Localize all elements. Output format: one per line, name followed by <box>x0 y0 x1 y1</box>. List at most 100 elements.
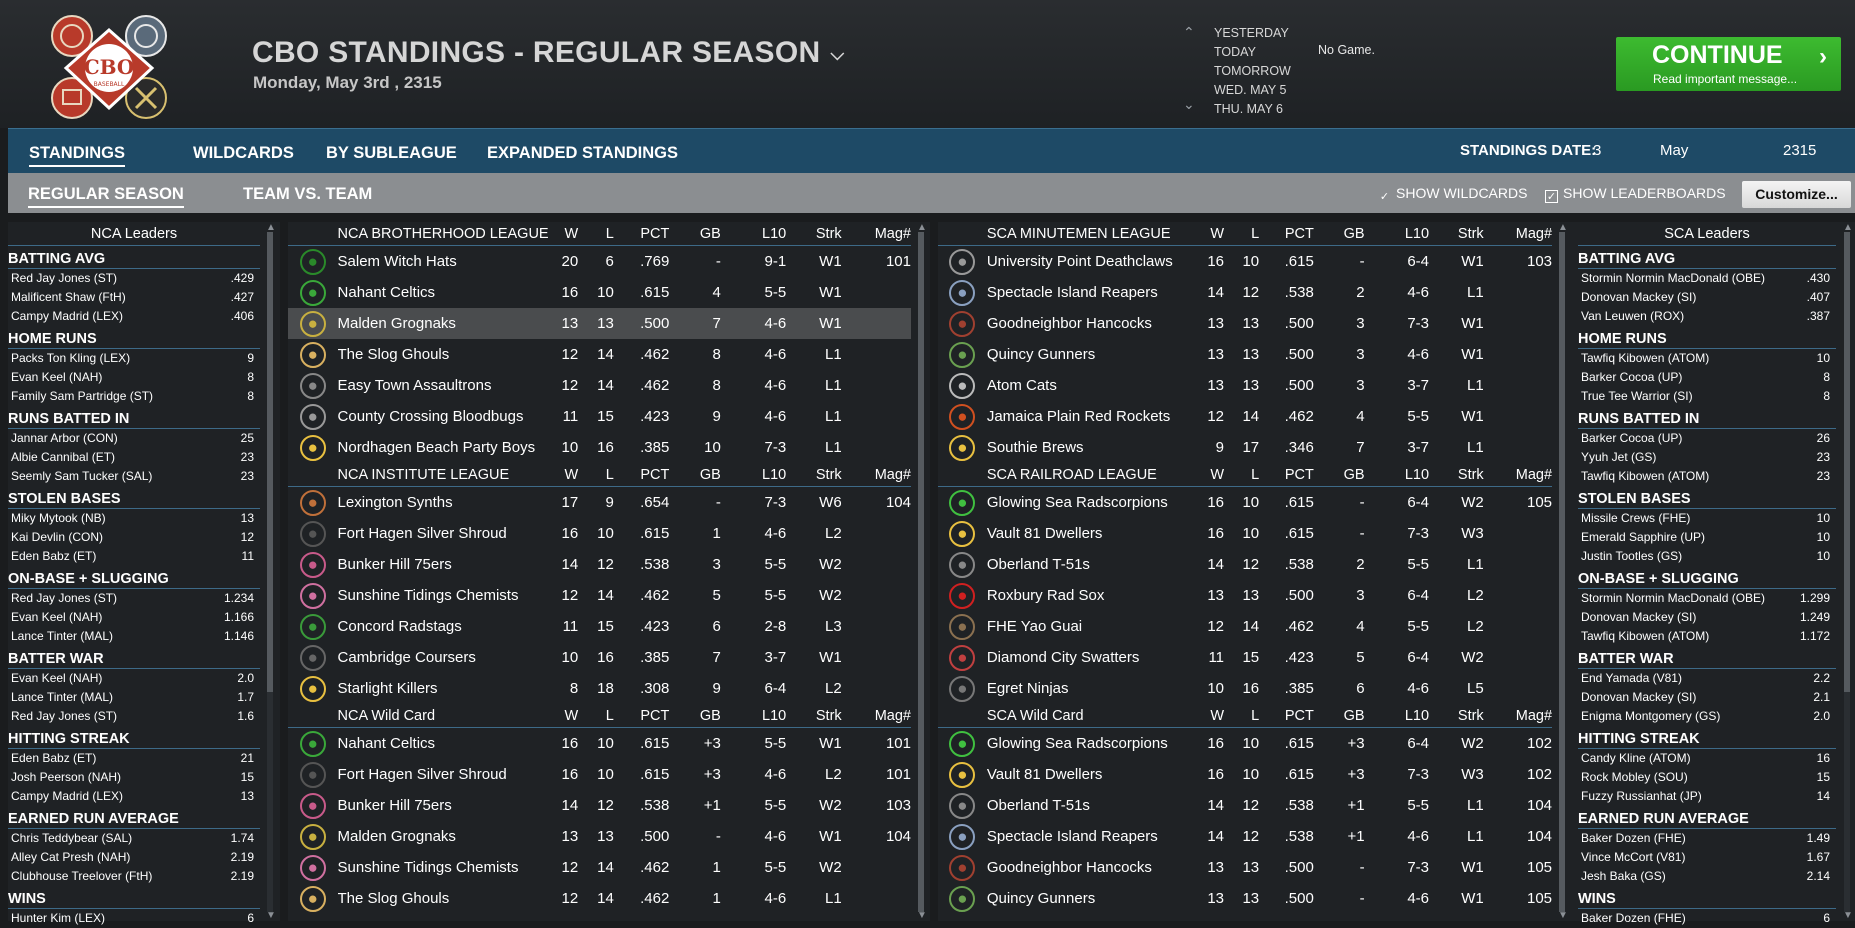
team-row[interactable]: ● Southie Brews 9 17 .346 7 3-7 L1 <box>938 432 1552 463</box>
team-name[interactable]: Jamaica Plain Red Rockets <box>986 408 1171 425</box>
col-w[interactable]: W <box>564 225 579 242</box>
standings-date-year[interactable]: 2315 <box>1783 142 1817 159</box>
leader-player[interactable]: Miky Mytook (NB) <box>11 511 106 525</box>
leader-row[interactable]: Tawfiq Kibowen (ATOM) 10 <box>1578 349 1836 368</box>
col-l[interactable]: L <box>605 225 614 242</box>
standings-date-month[interactable]: May <box>1660 142 1689 159</box>
team-row[interactable]: ● Bunker Hill 75ers 14 12 .538 3 5-5 W2 <box>288 549 911 580</box>
team-row[interactable]: ● Goodneighbor Hancocks 13 13 .500 3 7-3… <box>938 308 1552 339</box>
leader-player[interactable]: Eden Babz (ET) <box>11 751 97 765</box>
leader-player[interactable]: Evan Keel (NAH) <box>11 370 103 384</box>
leader-row[interactable]: Hunter Kim (LEX) 6 <box>8 909 260 928</box>
leader-row[interactable]: Eden Babz (ET) 11 <box>8 547 260 566</box>
col-pct[interactable]: PCT <box>640 466 670 483</box>
col-pct[interactable]: PCT <box>1284 707 1314 724</box>
leader-row[interactable]: Donovan Mackey (SI) .407 <box>1578 288 1836 307</box>
team-name[interactable]: University Point Deathclaws <box>986 253 1173 270</box>
team-name[interactable]: Nahant Celtics <box>337 284 436 301</box>
col-gb[interactable]: GB <box>1343 225 1365 242</box>
leader-player[interactable]: Hunter Kim (LEX) <box>11 911 106 925</box>
leader-row[interactable]: Justin Tootles (GS) 10 <box>1578 547 1836 566</box>
team-row[interactable]: ● Diamond City Swatters 11 15 .423 5 6-4… <box>938 642 1552 673</box>
leader-player[interactable]: Clubhouse Treelover (FtH) <box>11 869 153 883</box>
leader-player[interactable]: Vince McCort (V81) <box>1581 850 1686 864</box>
leader-row[interactable]: Josh Peerson (NAH) 15 <box>8 768 260 787</box>
team-name[interactable]: Fort Hagen Silver Shroud <box>337 766 507 783</box>
leader-player[interactable]: Enigma Montgomery (GS) <box>1581 709 1721 723</box>
leader-player[interactable]: Missile Crews (FHE) <box>1581 511 1691 525</box>
leader-player[interactable]: Malificent Shaw (FtH) <box>11 290 126 304</box>
scroll-thumb[interactable] <box>918 232 924 912</box>
team-name[interactable]: Egret Ninjas <box>986 680 1069 697</box>
leader-row[interactable]: Candy Kline (ATOM) 16 <box>1578 749 1836 768</box>
col-gb[interactable]: GB <box>699 466 721 483</box>
leader-row[interactable]: Evan Keel (NAH) 8 <box>8 368 260 387</box>
leader-player[interactable]: Packs Ton Kling (LEX) <box>11 351 131 365</box>
team-name[interactable]: Oberland T-51s <box>986 797 1090 814</box>
team-name[interactable]: Quincy Gunners <box>986 346 1096 363</box>
leader-player[interactable]: Red Jay Jones (ST) <box>11 591 118 605</box>
leader-row[interactable]: Vince McCort (V81) 1.67 <box>1578 848 1836 867</box>
team-row[interactable]: ● Sunshine Tidings Chemists 12 14 .462 1… <box>288 852 911 883</box>
leader-player[interactable]: Evan Keel (NAH) <box>11 610 103 624</box>
show-leaderboards-checkbox[interactable]: ✓ SHOW LEADERBOARDS <box>1545 185 1726 203</box>
leader-player[interactable]: Baker Dozen (FHE) <box>1581 911 1686 925</box>
team-name[interactable]: Glowing Sea Radscorpions <box>986 494 1168 511</box>
leader-player[interactable]: Tawfiq Kibowen (ATOM) <box>1581 469 1710 483</box>
team-name[interactable]: Spectacle Island Reapers <box>986 828 1158 845</box>
page-title[interactable]: CBO STANDINGS - REGULAR SEASON ⌵ <box>252 36 844 70</box>
team-row[interactable]: ● Cambridge Coursers 10 16 .385 7 3-7 W1 <box>288 642 911 673</box>
leader-row[interactable]: Albie Cannibal (ET) 23 <box>8 448 260 467</box>
col-w[interactable]: W <box>1210 225 1225 242</box>
team-row[interactable]: ● Spectacle Island Reapers 14 12 .538 2 … <box>938 277 1552 308</box>
leader-player[interactable]: Yyuh Jet (GS) <box>1581 450 1657 464</box>
sca-leaders-scrollbar[interactable] <box>1844 232 1850 912</box>
team-name[interactable]: Salem Witch Hats <box>337 253 457 270</box>
leader-row[interactable]: Lance Tinter (MAL) 1.146 <box>8 627 260 646</box>
team-row[interactable]: ● FHE Yao Guai 12 14 .462 4 5-5 L2 <box>938 611 1552 642</box>
team-name[interactable]: Easy Town Assaultrons <box>337 377 492 394</box>
team-row[interactable]: ● The Slog Ghouls 12 14 .462 1 4-6 L1 <box>288 883 911 914</box>
tab-team-vs-team[interactable]: TEAM VS. TEAM <box>243 185 373 203</box>
team-name[interactable]: Quincy Gunners <box>986 890 1096 907</box>
leader-player[interactable]: Kai Devlin (CON) <box>11 530 104 544</box>
leader-player[interactable]: Emerald Sapphire (UP) <box>1581 530 1706 544</box>
team-row[interactable]: ● County Crossing Bloodbugs 11 15 .423 9… <box>288 401 911 432</box>
team-name[interactable]: Fort Hagen Silver Shroud <box>337 525 507 542</box>
leader-player[interactable]: True Tee Warrior (SI) <box>1581 389 1693 403</box>
col-pct[interactable]: PCT <box>1284 466 1314 483</box>
col-l10[interactable]: L10 <box>1404 225 1430 242</box>
col-l[interactable]: L <box>1251 225 1260 242</box>
col-mag[interactable]: Mag# <box>1515 466 1553 483</box>
team-name[interactable]: Glowing Sea Radscorpions <box>986 735 1168 752</box>
scroll-thumb[interactable] <box>267 232 273 692</box>
col-l[interactable]: L <box>605 466 614 483</box>
tab-regular-season[interactable]: REGULAR SEASON <box>28 185 184 208</box>
team-name[interactable]: Diamond City Swatters <box>986 649 1140 666</box>
col-mag[interactable]: Mag# <box>1515 707 1553 724</box>
team-row[interactable]: ● Glowing Sea Radscorpions 16 10 .615 +3… <box>938 728 1552 759</box>
leader-row[interactable]: Packs Ton Kling (LEX) 9 <box>8 349 260 368</box>
col-strk[interactable]: Strk <box>815 466 842 483</box>
scroll-thumb[interactable] <box>1844 232 1850 692</box>
col-gb[interactable]: GB <box>1343 466 1365 483</box>
leader-player[interactable]: Seemly Sam Tucker (SAL) <box>11 469 153 483</box>
leader-player[interactable]: Alley Cat Presh (NAH) <box>11 850 131 864</box>
team-row[interactable]: ● Malden Grognaks 13 13 .500 7 4-6 W1 <box>288 308 911 339</box>
col-l10[interactable]: L10 <box>762 707 787 724</box>
col-pct[interactable]: PCT <box>640 707 670 724</box>
chevron-down-icon[interactable]: ⌵ <box>830 43 845 64</box>
nca-standings-scrollbar[interactable] <box>918 232 924 912</box>
leader-player[interactable]: Red Jay Jones (ST) <box>11 271 118 285</box>
team-name[interactable]: FHE Yao Guai <box>986 618 1083 635</box>
leader-row[interactable]: Barker Cocoa (UP) 26 <box>1578 429 1836 448</box>
team-row[interactable]: ● Roxbury Rad Sox 13 13 .500 3 6-4 L2 <box>938 580 1552 611</box>
continue-button[interactable]: CONTINUE › Read important message... <box>1616 37 1841 91</box>
team-row[interactable]: ● Concord Radstags 11 15 .423 6 2-8 L3 <box>288 611 911 642</box>
team-row[interactable]: ● Spectacle Island Reapers 14 12 .538 +1… <box>938 821 1552 852</box>
team-name[interactable]: Nahant Celtics <box>337 735 436 752</box>
tab-wildcards[interactable]: WILDCARDS <box>193 144 294 162</box>
leader-row[interactable]: Seemly Sam Tucker (SAL) 23 <box>8 467 260 486</box>
col-l10[interactable]: L10 <box>1404 466 1430 483</box>
leader-player[interactable]: Barker Cocoa (UP) <box>1581 431 1683 445</box>
